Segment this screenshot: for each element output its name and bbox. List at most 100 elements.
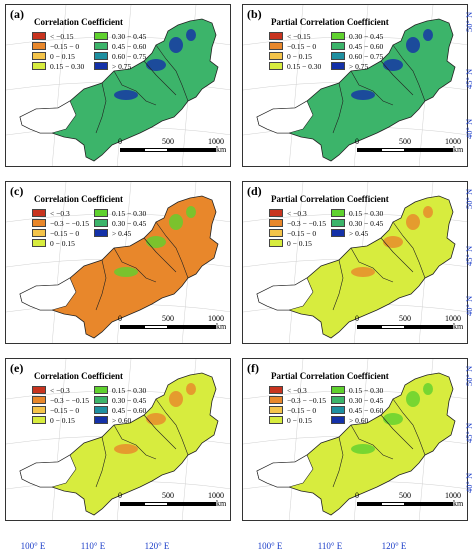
value-patch [169,37,183,53]
legend-swatch [331,396,345,404]
legend-swatch [32,209,46,217]
legend-swatch [269,42,283,50]
region-outline [19,372,219,516]
region-map [243,359,467,520]
scale-bar: 0 500 1000 km [118,491,226,508]
legend-item: 0 − 0.15 [32,415,75,425]
legend-item: 0.15 − 0.30 [269,61,321,71]
legend-swatch [94,219,108,227]
longitude-label: 120° E [144,541,170,551]
legend-swatch [269,229,283,237]
legend-label: 0.15 − 0.30 [349,385,384,395]
legend-swatch [94,229,108,237]
legend-swatch [32,62,46,70]
legend-item: < −0.15 [269,31,310,41]
legend-label: 0.30 − 0.45 [112,395,147,405]
value-patch [169,391,183,407]
legend-label: 0.30 − 0.45 [112,218,147,228]
value-patch [406,214,420,230]
legend-item: < −0.3 [32,385,70,395]
legend-swatch [94,209,108,217]
no-data-area [256,277,314,311]
legend-swatch [94,396,108,404]
legend-swatch [331,416,345,424]
panel-label: (a) [10,7,24,21]
region-outline [256,18,456,162]
scale-unit: km [216,322,227,331]
legend-item: −0.3 − −0.15 [269,218,326,228]
no-data-area [256,454,314,488]
value-patch [406,37,420,53]
latitude-label: 45° N [464,245,474,266]
latitude-label: 50° N [464,188,474,209]
legend-label: −0.15 − 0 [287,41,317,51]
legend-item: < −0.3 [269,385,307,395]
value-patch [114,267,138,277]
legend-swatch [331,62,345,70]
legend-item: > 0.60 [331,415,368,425]
scale-unit: km [453,322,464,331]
legend-item: 0.15 − 0.30 [331,385,383,395]
legend-swatch [331,406,345,414]
legend-label: 0.15 − 0.30 [349,208,384,218]
scale-tick-label: 1000 [208,137,224,146]
legend-swatch [269,406,283,414]
scale-segment [120,325,144,329]
longitude-label: 100° E [20,541,46,551]
legend-swatch [94,416,108,424]
legend-label: −0.15 − 0 [50,41,80,51]
legend-label: 0.60 − 0.75 [112,51,147,61]
scale-tick-label: 0 [355,137,359,146]
legend-item: −0.15 − 0 [269,405,316,415]
value-patch [186,383,196,395]
legend-swatch [94,62,108,70]
value-patch [351,267,375,277]
legend-item: 0.30 − 0.45 [94,31,146,41]
legend-item: < −0.3 [32,208,70,218]
latitude-label: 40° N [464,295,474,316]
scale-segment [357,325,381,329]
legend-label: 0.45 − 0.60 [349,405,384,415]
legend-label: 0.30 − 0.45 [349,395,384,405]
graticule-line [288,359,304,520]
graticule-line [288,182,304,343]
legend-swatch [269,396,283,404]
legend-label: < −0.15 [287,31,311,41]
scale-segment [168,502,216,506]
legend-item: 0.30 − 0.45 [94,395,146,405]
legend-item: 0.15 − 0.30 [331,208,383,218]
province-boundary [155,44,189,102]
legend-label: < −0.3 [287,208,307,218]
legend-item: 0.45 − 0.60 [331,41,383,51]
legend-title: Partial Correlation Coefficient [271,371,389,381]
scale-bar: 0 500 1000 km [118,314,226,331]
legend-swatch [32,396,46,404]
legend-swatch [331,209,345,217]
longitude-label: 120° E [381,541,407,551]
legend-item: 0 − 0.15 [32,51,75,61]
legend-label: 0.45 − 0.60 [112,405,147,415]
legend-label: −0.15 − 0 [50,228,80,238]
scale-unit: km [216,499,227,508]
map-panel-a: (a) Correlation Coefficient < −0.15 0.30 − … [5,4,231,167]
scale-segment [144,502,168,506]
legend-item: > 0.75 [331,61,368,71]
legend-swatch [32,219,46,227]
legend-item: 0.30 − 0.45 [331,395,383,405]
legend-swatch [32,416,46,424]
legend-swatch [94,42,108,50]
legend-item: 0.30 − 0.45 [331,31,383,41]
scale-tick-label: 1000 [445,137,461,146]
legend-item: 0.45 − 0.60 [94,41,146,51]
legend-item: −0.3 − −0.15 [32,218,89,228]
latitude-label: 45° N [464,422,474,443]
legend-swatch [32,239,46,247]
province-boundary [95,259,107,311]
province-boundary [95,82,107,134]
map-panel-d: (d) Partial Correlation Coefficient < −0.3… [242,181,468,344]
legend-item: > 0.75 [94,61,131,71]
scale-tick-label: 0 [355,314,359,323]
panel-label: (e) [10,361,24,375]
region-map [6,5,230,166]
region-map [6,359,230,520]
